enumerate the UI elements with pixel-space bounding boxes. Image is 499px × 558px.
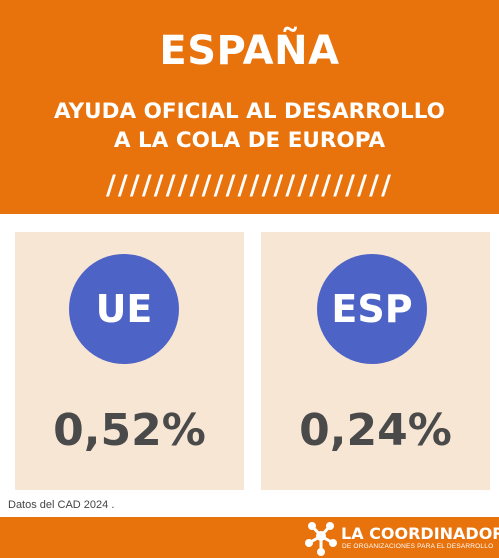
coordinadora-logo-icon	[305, 522, 337, 556]
footer-bar	[0, 517, 499, 558]
esp-value: 0,24%	[299, 405, 452, 456]
source-note: Datos del CAD 2024 .	[8, 499, 115, 511]
page-subtitle: AYUDA OFICIAL AL DESARROLLO A LA COLA DE…	[54, 99, 445, 153]
esp-card: ESP 0,24%	[261, 232, 490, 490]
esp-badge: ESP	[317, 254, 427, 364]
ue-value: 0,52%	[53, 405, 206, 456]
org-name: LA COORDINADORA	[341, 524, 499, 543]
org-tagline: DE ORGANIZACIONES PARA EL DESARROLLO	[342, 543, 494, 550]
header-banner: ESPAÑA AYUDA OFICIAL AL DESARROLLO A LA …	[0, 0, 499, 214]
ue-badge: UE	[69, 254, 179, 364]
ue-card: UE 0,52%	[15, 232, 244, 490]
slash-separator: ////////////////////////	[105, 170, 394, 201]
page-title: ESPAÑA	[159, 28, 340, 74]
